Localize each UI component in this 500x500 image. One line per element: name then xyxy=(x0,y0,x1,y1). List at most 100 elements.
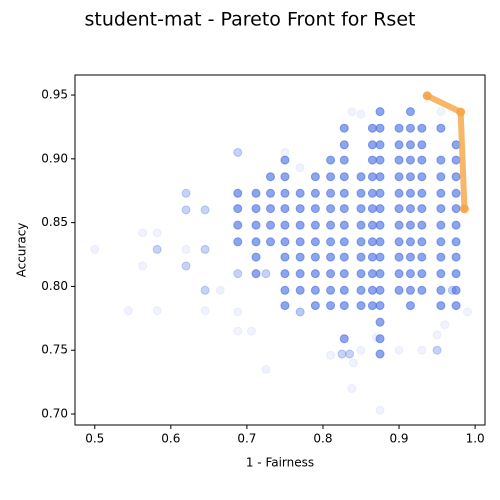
point xyxy=(233,220,243,230)
point xyxy=(326,220,336,230)
y-tick-label: 0.85 xyxy=(41,215,68,229)
point xyxy=(394,220,404,230)
point xyxy=(405,220,415,230)
point xyxy=(326,155,336,165)
point xyxy=(394,123,404,133)
point xyxy=(326,237,336,247)
point xyxy=(339,155,349,165)
point xyxy=(326,252,336,262)
point xyxy=(339,252,349,262)
point xyxy=(405,155,415,165)
point xyxy=(280,172,290,182)
point xyxy=(310,237,320,247)
point xyxy=(451,204,461,214)
point xyxy=(436,155,446,165)
point xyxy=(436,252,446,262)
point xyxy=(233,237,243,247)
point xyxy=(280,204,290,214)
point xyxy=(233,326,243,336)
point xyxy=(375,188,385,198)
point xyxy=(417,172,427,182)
point xyxy=(375,172,385,182)
chart-title: student-mat - Pareto Front for Rset xyxy=(85,9,416,31)
point xyxy=(339,285,349,295)
point xyxy=(326,269,336,279)
point xyxy=(451,301,461,311)
point xyxy=(375,349,385,359)
point xyxy=(310,252,320,262)
point xyxy=(417,252,427,262)
point xyxy=(405,172,415,182)
point xyxy=(90,244,100,254)
point xyxy=(280,269,290,279)
point xyxy=(181,261,191,271)
point xyxy=(181,188,191,198)
point xyxy=(356,301,366,311)
pareto-point xyxy=(456,107,466,117)
x-tick-label: 0.8 xyxy=(313,432,332,446)
point xyxy=(394,140,404,150)
point xyxy=(280,147,290,157)
point xyxy=(233,204,243,214)
point xyxy=(356,172,366,182)
point xyxy=(436,220,446,230)
x-tick-label: 0.5 xyxy=(85,432,104,446)
y-tick-label: 0.95 xyxy=(41,88,68,102)
point xyxy=(375,107,385,117)
point xyxy=(436,107,446,117)
point xyxy=(367,140,377,150)
point xyxy=(261,269,271,279)
point xyxy=(367,285,377,295)
point xyxy=(417,220,427,230)
point xyxy=(417,188,427,198)
point xyxy=(339,140,349,150)
point xyxy=(295,220,305,230)
point xyxy=(440,320,450,330)
point xyxy=(405,237,415,247)
point xyxy=(295,269,305,279)
point xyxy=(310,172,320,182)
point xyxy=(394,172,404,182)
pareto-point xyxy=(422,91,432,101)
point xyxy=(310,301,320,311)
point xyxy=(367,220,377,230)
point xyxy=(367,172,377,182)
point xyxy=(356,237,366,247)
point xyxy=(375,252,385,262)
point xyxy=(345,349,355,359)
point xyxy=(339,237,349,247)
point xyxy=(233,307,243,317)
y-tick-label: 0.80 xyxy=(41,279,68,293)
point xyxy=(432,330,442,340)
point xyxy=(261,364,271,374)
point xyxy=(367,155,377,165)
point xyxy=(295,163,305,173)
point xyxy=(265,204,275,214)
point xyxy=(356,204,366,214)
point xyxy=(375,334,385,344)
point xyxy=(405,252,415,262)
y-tick-label: 0.70 xyxy=(41,407,68,421)
point xyxy=(367,188,377,198)
point xyxy=(375,285,385,295)
point xyxy=(181,244,191,254)
point xyxy=(451,220,461,230)
point xyxy=(138,261,148,271)
point xyxy=(339,123,349,133)
point xyxy=(405,107,415,117)
point xyxy=(356,285,366,295)
point xyxy=(375,317,385,327)
point xyxy=(436,237,446,247)
point xyxy=(123,306,133,316)
point xyxy=(233,269,243,279)
point xyxy=(417,204,427,214)
point xyxy=(463,307,473,317)
point xyxy=(200,285,210,295)
point xyxy=(394,204,404,214)
point xyxy=(347,384,357,394)
point xyxy=(310,204,320,214)
point xyxy=(310,269,320,279)
point xyxy=(265,188,275,198)
point xyxy=(375,269,385,279)
